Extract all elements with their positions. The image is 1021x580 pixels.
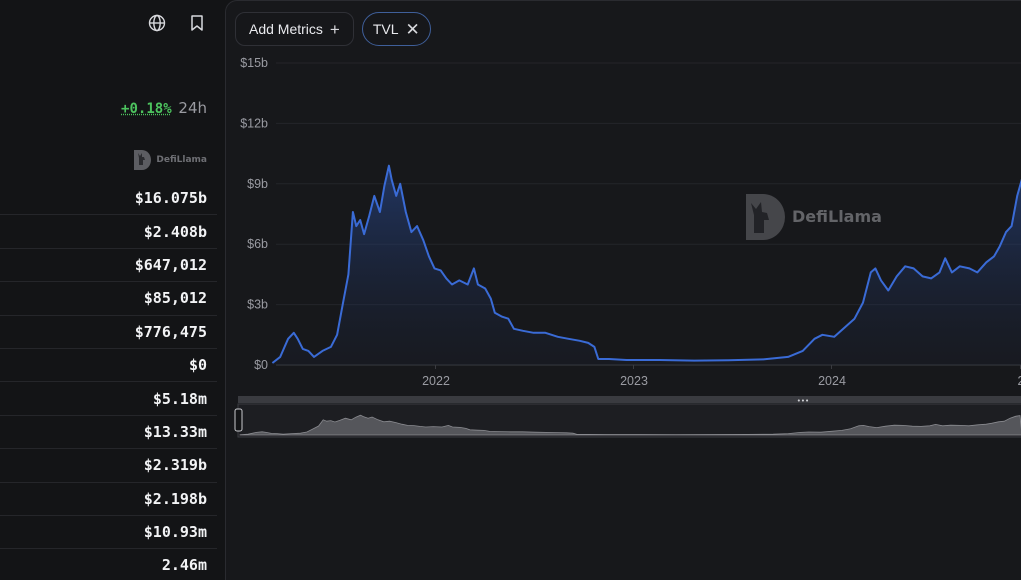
stat-value: $5.18m: [152, 389, 207, 408]
tvl-area: [272, 165, 1021, 365]
stat-value: $13.33m: [143, 422, 207, 441]
tvl-line: [271, 164, 1021, 364]
y-tick-label: $15b: [240, 56, 268, 70]
stat-row: $16.075b: [0, 181, 217, 214]
stat-row: $5.18m: [0, 381, 217, 414]
stat-value: $776,475: [134, 322, 207, 341]
stat-value: $10.93m: [143, 523, 207, 542]
stat-row: $13.33m: [0, 414, 217, 448]
stat-row: $2.408b: [0, 214, 217, 247]
tvl-chart: $0 $3b $6b $9b $12b $15b 2022 2023 2024 2 DefiLlam…: [234, 56, 1021, 438]
bookmark-icon[interactable]: [187, 13, 207, 33]
globe-icon[interactable]: [147, 13, 167, 33]
change-percent: +0.18%: [121, 101, 172, 117]
tvl-chip-label: TVL: [372, 21, 399, 37]
stat-row: $2.319b: [0, 448, 217, 481]
tvl-metric-chip[interactable]: TVL ✕: [361, 12, 431, 46]
stat-row: $0: [0, 347, 217, 381]
stat-value: 2.46m: [161, 556, 207, 575]
stat-value: $85,012: [143, 289, 207, 308]
brush-handle-bar: [238, 396, 1021, 403]
change-period: 24h: [178, 99, 207, 117]
x-tick-label: 2: [1018, 374, 1021, 388]
stat-row: $85,012: [0, 281, 217, 314]
stat-value: $0: [188, 356, 207, 375]
brush-left-handle[interactable]: [234, 408, 243, 432]
x-tick-label: 2022: [422, 374, 450, 388]
y-tick-label: $6b: [247, 237, 268, 251]
price-change: +0.18% 24h: [121, 99, 207, 117]
brush-mini-area: [239, 414, 1021, 436]
stat-value: $2.408b: [143, 222, 207, 241]
y-tick-label: $9b: [247, 177, 268, 191]
stat-value: $647,012: [134, 255, 207, 274]
brush-grip-icon: •••: [797, 397, 809, 405]
x-tick-label: 2023: [620, 374, 648, 388]
stat-value: $2.198b: [143, 489, 207, 508]
stat-row: $776,475: [0, 314, 217, 348]
chart-panel: $0 $3b $6b $9b $12b $15b 2022 2023 2024 2 DefiLlam…: [225, 0, 1021, 580]
chart-watermark: [746, 194, 785, 240]
y-tick-label: $12b: [240, 116, 268, 130]
brand-name: DefiLlama: [156, 155, 207, 165]
watermark-text: DefiLlama: [792, 207, 882, 226]
x-tick-label: 2024: [818, 374, 846, 388]
plus-icon: +: [329, 19, 340, 39]
close-icon[interactable]: ✕: [405, 19, 420, 39]
y-tick-label: $3b: [247, 298, 268, 312]
add-metrics-button[interactable]: Add Metrics +: [235, 12, 354, 46]
brand-logo: DefiLlama: [132, 149, 207, 171]
add-metrics-label: Add Metrics: [249, 21, 323, 37]
stat-row: 2.46m: [0, 548, 217, 580]
stat-value: $16.075b: [134, 188, 207, 207]
stats-panel: +0.18% 24h DefiLlama $16.075b $2.408b $647…: [0, 0, 217, 580]
stat-row: $10.93m: [0, 514, 217, 548]
stat-row: $647,012: [0, 247, 217, 281]
stat-row: $2.198b: [0, 481, 217, 515]
y-tick-label: $0: [254, 358, 268, 372]
llama-logo-icon: [134, 150, 152, 170]
stat-list: $16.075b $2.408b $647,012 $85,012 $776,475 $0…: [0, 181, 217, 580]
stat-value: $2.319b: [143, 456, 207, 475]
chart-toolbar: Add Metrics + TVL ✕: [235, 12, 431, 46]
